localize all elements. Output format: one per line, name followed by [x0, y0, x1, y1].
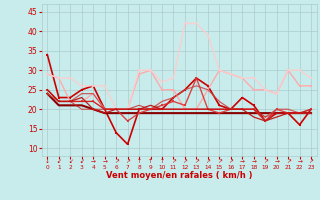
- X-axis label: Vent moyen/en rafales ( km/h ): Vent moyen/en rafales ( km/h ): [106, 171, 252, 180]
